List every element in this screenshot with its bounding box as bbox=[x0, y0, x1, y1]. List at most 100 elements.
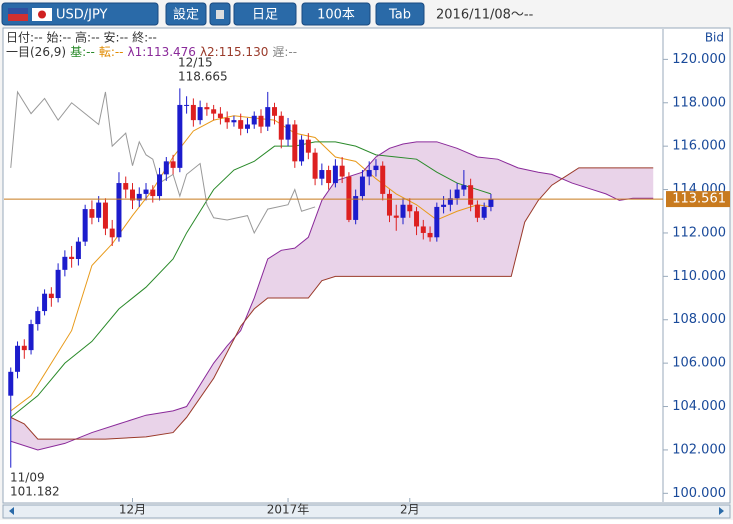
candle-body bbox=[441, 204, 447, 207]
candle-body bbox=[8, 371, 14, 396]
candle-body bbox=[285, 124, 291, 140]
y-tick-label: 120.000 bbox=[672, 52, 726, 67]
x-tick-label: 12月 bbox=[119, 503, 146, 517]
tool-icon bbox=[216, 10, 224, 19]
candle-body bbox=[326, 170, 332, 184]
candle-body bbox=[434, 206, 440, 238]
candle-body bbox=[35, 311, 41, 325]
candle-body bbox=[278, 115, 284, 140]
candle-body bbox=[427, 232, 433, 238]
candle-body bbox=[217, 113, 223, 118]
indicator-line bbox=[10, 167, 654, 440]
info-segment: 一目(26,9) bbox=[6, 45, 66, 59]
candle-body bbox=[258, 115, 264, 127]
candle-body bbox=[102, 202, 108, 229]
annotation: 118.665 bbox=[178, 70, 228, 84]
y-tick-label: 100.000 bbox=[672, 486, 726, 501]
candle-body bbox=[62, 256, 68, 270]
info-segment: 遅:-- bbox=[272, 45, 297, 59]
candle-body bbox=[96, 202, 102, 218]
period-button[interactable] bbox=[233, 2, 297, 26]
count-button[interactable] bbox=[301, 2, 371, 26]
jp-flag-sun bbox=[38, 10, 46, 19]
y-tick-label: 112.000 bbox=[672, 225, 726, 240]
indicator-line bbox=[10, 90, 316, 235]
candle-body bbox=[319, 170, 325, 179]
candle-body bbox=[170, 161, 176, 168]
settings-button[interactable] bbox=[165, 2, 207, 26]
candle-body bbox=[468, 185, 474, 205]
candle-body bbox=[48, 293, 54, 299]
candle-body bbox=[407, 204, 413, 212]
y-tick-label: 110.000 bbox=[672, 269, 726, 284]
candle-body bbox=[157, 174, 163, 197]
scrollbar[interactable] bbox=[2, 504, 731, 519]
candle-body bbox=[244, 124, 250, 129]
indicator-line bbox=[10, 141, 492, 418]
candle-body bbox=[204, 107, 210, 110]
candle-body bbox=[89, 209, 95, 218]
candle-body bbox=[136, 193, 142, 201]
candle-body bbox=[211, 109, 217, 114]
candle-body bbox=[197, 107, 203, 121]
button-label: Tab bbox=[388, 8, 411, 23]
candle-body bbox=[251, 115, 257, 125]
info-segment: λ1:113.476 bbox=[128, 45, 196, 59]
cloud-fill bbox=[10, 141, 654, 450]
candle-body bbox=[386, 193, 392, 216]
candle-body bbox=[299, 139, 305, 162]
candle-body bbox=[75, 241, 81, 259]
info-segment: 転:-- bbox=[99, 45, 124, 59]
axis-label: Bid bbox=[705, 31, 724, 45]
button-label: 設定 bbox=[173, 7, 199, 23]
y-tick-label: 104.000 bbox=[672, 399, 726, 414]
info-line: 一目(26,9) 基:-- 転:-- λ1:113.476 λ2:115.130 遅:-- bbox=[6, 45, 297, 59]
candle-body bbox=[238, 120, 244, 129]
candle-body bbox=[21, 345, 27, 351]
annotation: 101.182 bbox=[10, 485, 60, 499]
candle-body bbox=[55, 269, 61, 299]
candle-body bbox=[15, 345, 21, 372]
plot-frame bbox=[2, 27, 731, 504]
candle-body bbox=[447, 198, 453, 205]
header: USD/JPY 設定 日足 100本 Tab 2016/11/08～-- bbox=[1, 2, 534, 26]
y-tick-label: 116.000 bbox=[672, 139, 726, 154]
candle-body bbox=[184, 104, 190, 106]
candle-body bbox=[28, 324, 34, 351]
button-label: 日足 bbox=[252, 8, 278, 23]
candle-body bbox=[414, 211, 420, 227]
candle-body bbox=[116, 183, 122, 238]
annotation: 12/15 bbox=[178, 56, 213, 70]
y-tick-label: 106.000 bbox=[672, 356, 726, 371]
candle-body bbox=[400, 204, 406, 218]
candle-body bbox=[359, 176, 365, 197]
candle-body bbox=[69, 256, 75, 259]
candle-body bbox=[420, 226, 426, 233]
price-label: 113.561 bbox=[672, 192, 726, 207]
annotation: 11/09 bbox=[10, 471, 45, 485]
button-label: 100本 bbox=[317, 8, 355, 23]
candle-body bbox=[312, 152, 318, 179]
candle-body bbox=[272, 107, 278, 116]
candle-body bbox=[353, 196, 359, 220]
candle-body bbox=[481, 206, 487, 218]
us-flag-stripe bbox=[8, 14, 28, 21]
y-tick-label: 118.000 bbox=[672, 95, 726, 110]
candle-body bbox=[474, 204, 480, 218]
candle-body bbox=[123, 183, 129, 190]
candle-body bbox=[150, 189, 156, 197]
candle-body bbox=[393, 215, 399, 218]
candle-body bbox=[292, 124, 298, 162]
candle-body bbox=[129, 189, 135, 201]
candle-body bbox=[109, 228, 115, 238]
candle-body bbox=[190, 104, 196, 121]
candle-body bbox=[231, 120, 237, 123]
candle-body bbox=[332, 165, 338, 184]
tab-button[interactable] bbox=[375, 2, 425, 26]
candle-body bbox=[380, 165, 386, 194]
candle-body bbox=[82, 209, 88, 242]
candle-body bbox=[265, 107, 271, 127]
pair-label: USD/JPY bbox=[56, 8, 108, 23]
candle-body bbox=[177, 104, 183, 168]
candle-body bbox=[366, 170, 372, 177]
